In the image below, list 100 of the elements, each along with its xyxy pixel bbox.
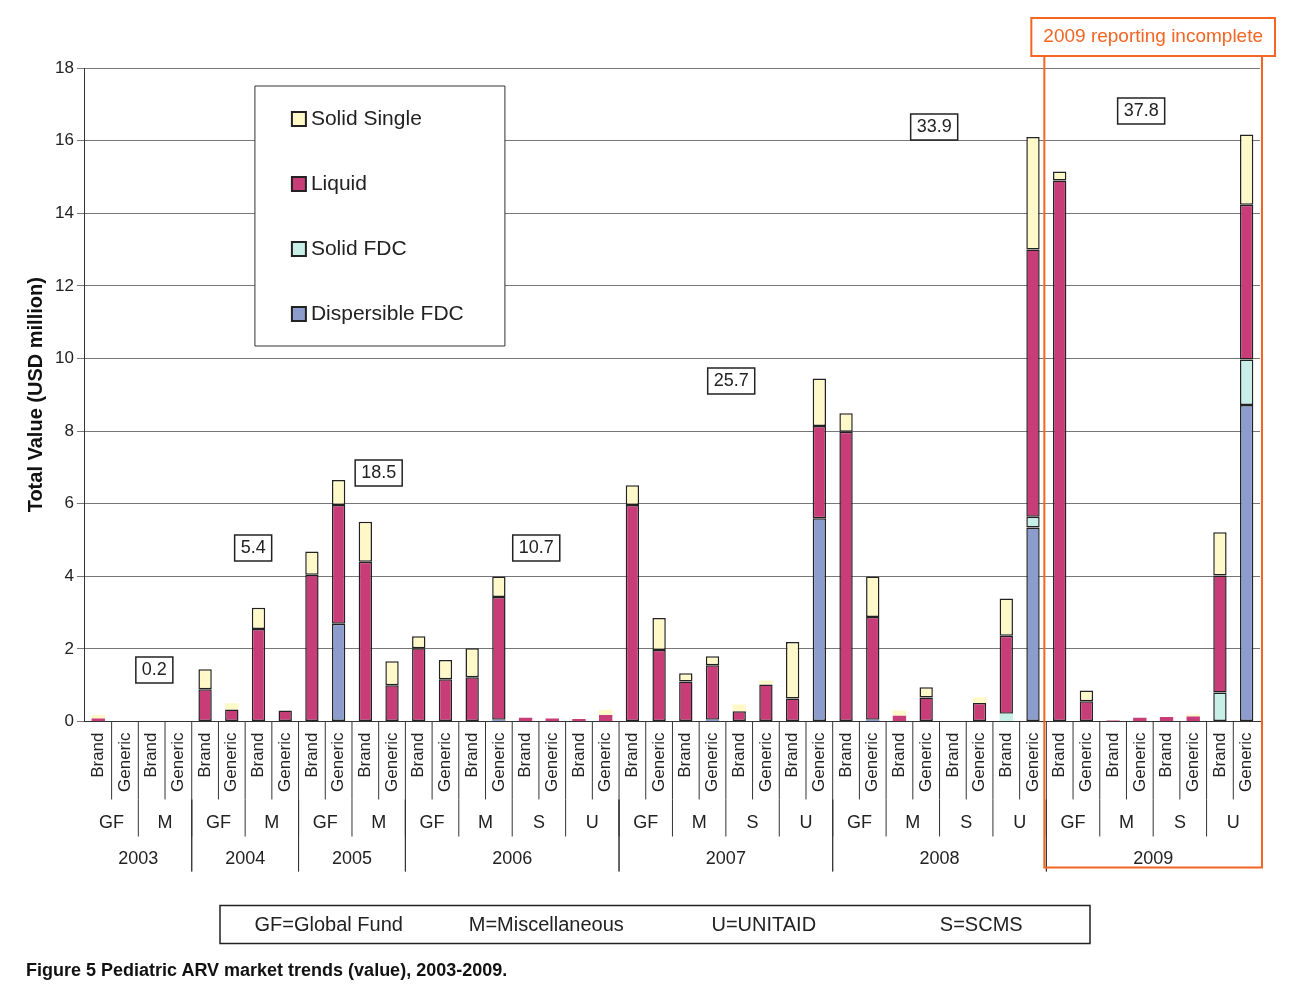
- text: M: [905, 812, 921, 833]
- x-tick-label: Brand: [301, 732, 321, 778]
- annotation: 18.5: [361, 461, 397, 482]
- x-tick-label: Generic: [809, 731, 829, 793]
- x-tick-label: Brand: [408, 732, 428, 778]
- x-tick-label: Brand: [728, 732, 748, 778]
- x-tick-label: Generic: [702, 731, 722, 793]
- legend-label: Solid FDC: [310, 235, 407, 259]
- x-tick-label: Generic: [1129, 731, 1149, 793]
- text: 2004: [225, 848, 266, 869]
- x-tick-label: Brand: [1209, 732, 1229, 778]
- annotation: 10.7: [518, 536, 554, 557]
- text: U=UNITAID: [711, 912, 817, 935]
- bar: [999, 713, 1013, 721]
- text: 2005: [331, 848, 372, 869]
- x-tick-label: Brand: [835, 732, 855, 778]
- x-tick-label: Generic: [648, 731, 668, 793]
- annotation: 25.7: [713, 369, 749, 390]
- x-tick-label: Generic: [1182, 731, 1202, 793]
- text: Figure 5 Pediatric ARV market trends (value), 2003-2009.: [26, 960, 508, 981]
- x-tick-label: Generic: [274, 731, 294, 793]
- text: M: [691, 812, 707, 833]
- x-tick-label: Generic: [435, 731, 455, 793]
- text: GF: [633, 812, 659, 833]
- x-tick-label: Brand: [675, 732, 695, 778]
- text: M: [478, 812, 494, 833]
- x-tick-label: Generic: [114, 731, 134, 793]
- text: GF: [846, 812, 872, 833]
- text: U: [1226, 812, 1240, 833]
- y-tick-label: 12: [54, 275, 74, 295]
- text: GF: [205, 812, 231, 833]
- y-tick-label: 4: [64, 565, 74, 585]
- x-tick-label: Generic: [328, 731, 348, 793]
- bar: [732, 704, 746, 712]
- text: 2009: [1133, 848, 1174, 869]
- x-tick-label: Brand: [87, 732, 107, 778]
- annotation: 5.4: [240, 536, 266, 557]
- annotation: 0.2: [141, 658, 167, 679]
- legend-label: Dispersible FDC: [310, 300, 464, 324]
- y-axis-title: Total Value (USD million): [23, 277, 46, 513]
- legend-label: Liquid: [310, 170, 367, 194]
- x-tick-label: Brand: [995, 732, 1015, 778]
- x-tick-label: Brand: [568, 732, 588, 778]
- text: GF=Global Fund: [254, 912, 403, 935]
- text: 2003: [118, 848, 159, 869]
- bar: [759, 680, 773, 685]
- x-tick-label: Brand: [622, 732, 642, 778]
- x-tick-label: Generic: [221, 731, 241, 793]
- y-tick-label: 0: [64, 711, 74, 731]
- bar: [1186, 716, 1200, 721]
- text: S: [532, 812, 545, 833]
- text: S: [1173, 812, 1186, 833]
- x-tick-label: Generic: [595, 731, 615, 793]
- text: 2008: [919, 848, 960, 869]
- text: 2006: [492, 848, 533, 869]
- text: S=SCMS: [939, 912, 1023, 935]
- annotation: 37.8: [1123, 99, 1159, 120]
- x-tick-label: Brand: [194, 732, 214, 778]
- text: M: [1118, 812, 1134, 833]
- text: U: [1013, 812, 1027, 833]
- text: U: [585, 812, 599, 833]
- x-tick-label: Generic: [168, 731, 188, 793]
- text: M=Miscellaneous: [468, 912, 624, 935]
- bar: [599, 709, 613, 715]
- y-tick-label: 14: [54, 202, 74, 222]
- x-tick-label: Generic: [862, 731, 882, 793]
- text: M: [371, 812, 387, 833]
- y-tick-label: 2: [64, 638, 74, 658]
- text: S: [960, 812, 973, 833]
- y-tick-label: 6: [64, 493, 74, 513]
- text: S: [746, 812, 759, 833]
- text: U: [799, 812, 813, 833]
- text: GF: [419, 812, 445, 833]
- x-tick-label: Brand: [141, 732, 161, 778]
- y-tick-label: 18: [54, 57, 74, 77]
- x-tick-label: Brand: [782, 732, 802, 778]
- bar: [225, 703, 239, 710]
- x-tick-label: Generic: [915, 731, 935, 793]
- x-tick-label: Brand: [889, 732, 909, 778]
- x-tick-label: Brand: [355, 732, 375, 778]
- x-tick-label: Brand: [1156, 732, 1176, 778]
- x-tick-label: Generic: [1236, 731, 1256, 793]
- x-tick-label: Generic: [969, 731, 989, 793]
- x-tick-label: Generic: [1076, 731, 1096, 793]
- text: M: [264, 812, 280, 833]
- text: GF: [99, 812, 125, 833]
- x-tick-label: Brand: [461, 732, 481, 778]
- x-tick-label: Brand: [1049, 732, 1069, 778]
- x-tick-label: Generic: [541, 731, 561, 793]
- legend-label: Solid Single: [310, 105, 422, 129]
- x-tick-label: Brand: [515, 732, 535, 778]
- bar: [599, 714, 613, 721]
- y-tick-label: 16: [54, 130, 74, 150]
- x-tick-label: Generic: [381, 731, 401, 793]
- y-tick-label: 8: [64, 420, 74, 440]
- x-tick-label: Generic: [1022, 731, 1042, 793]
- y-tick-label: 10: [54, 348, 74, 368]
- x-tick-label: Brand: [942, 732, 962, 778]
- x-tick-label: Brand: [1102, 732, 1122, 778]
- x-tick-label: Generic: [488, 731, 508, 793]
